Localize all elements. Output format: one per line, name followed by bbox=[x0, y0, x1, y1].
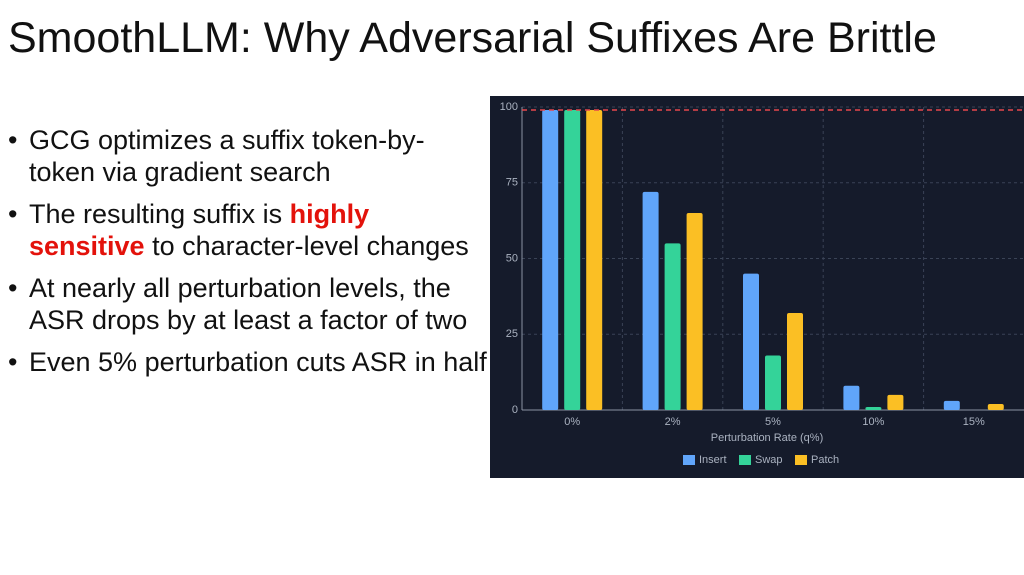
x-tick-label: 15% bbox=[963, 416, 985, 428]
x-tick-label: 10% bbox=[862, 416, 884, 428]
legend-label: Patch bbox=[811, 454, 839, 466]
bar bbox=[765, 355, 781, 410]
bullet: GCG optimizes a suffix token-by-token vi… bbox=[8, 124, 490, 188]
bar bbox=[743, 273, 759, 410]
y-tick-label: 100 bbox=[500, 101, 518, 113]
bar bbox=[664, 243, 681, 410]
legend-label: Swap bbox=[755, 454, 783, 466]
x-tick-label: 5% bbox=[765, 416, 781, 428]
y-tick-label: 25 bbox=[506, 328, 518, 340]
chart: 0 25 50 75 100 0% 2% 5% 10% 15% Perturbation Rate … bbox=[490, 96, 1024, 478]
bullet-text: GCG optimizes a suffix token-by-token vi… bbox=[29, 125, 425, 187]
bar bbox=[542, 110, 559, 410]
bar bbox=[564, 110, 581, 410]
bullet-text: Even 5% perturbation cuts ASR in half bbox=[29, 347, 487, 377]
legend-swatch bbox=[739, 455, 751, 465]
emphasis-text: highly sensitive bbox=[29, 199, 370, 261]
x-tick-label: 0% bbox=[564, 416, 580, 428]
slide-title: SmoothLLM: Why Adversarial Suffixes Are … bbox=[8, 14, 937, 62]
legend-swatch bbox=[795, 455, 807, 465]
bullet-list: GCG optimizes a suffix token-by-token vi… bbox=[8, 124, 490, 388]
bullet: The resulting suffix is highly sensitive… bbox=[8, 198, 490, 262]
bar bbox=[943, 400, 960, 410]
bullet-text: At nearly all perturbation levels, the A… bbox=[29, 273, 468, 335]
bar bbox=[787, 313, 803, 410]
bar bbox=[642, 191, 659, 410]
bullet-text: to character-level changes bbox=[144, 231, 469, 261]
bar bbox=[887, 394, 904, 410]
bullet-text: The resulting suffix is bbox=[29, 199, 290, 229]
bar bbox=[686, 213, 703, 410]
bar bbox=[843, 385, 860, 410]
legend-label: Insert bbox=[699, 454, 727, 466]
y-tick-label: 75 bbox=[506, 177, 518, 189]
bullet: Even 5% perturbation cuts ASR in half bbox=[8, 346, 490, 378]
bar bbox=[987, 403, 1004, 410]
bullet: At nearly all perturbation levels, the A… bbox=[8, 272, 490, 336]
x-axis-label: Perturbation Rate (q%) bbox=[711, 432, 824, 444]
bar bbox=[865, 406, 882, 410]
legend-swatch bbox=[683, 455, 695, 465]
y-tick-label: 50 bbox=[506, 252, 518, 264]
x-tick-label: 2% bbox=[665, 416, 681, 428]
y-tick-label: 0 bbox=[512, 404, 518, 416]
bar bbox=[586, 110, 603, 410]
